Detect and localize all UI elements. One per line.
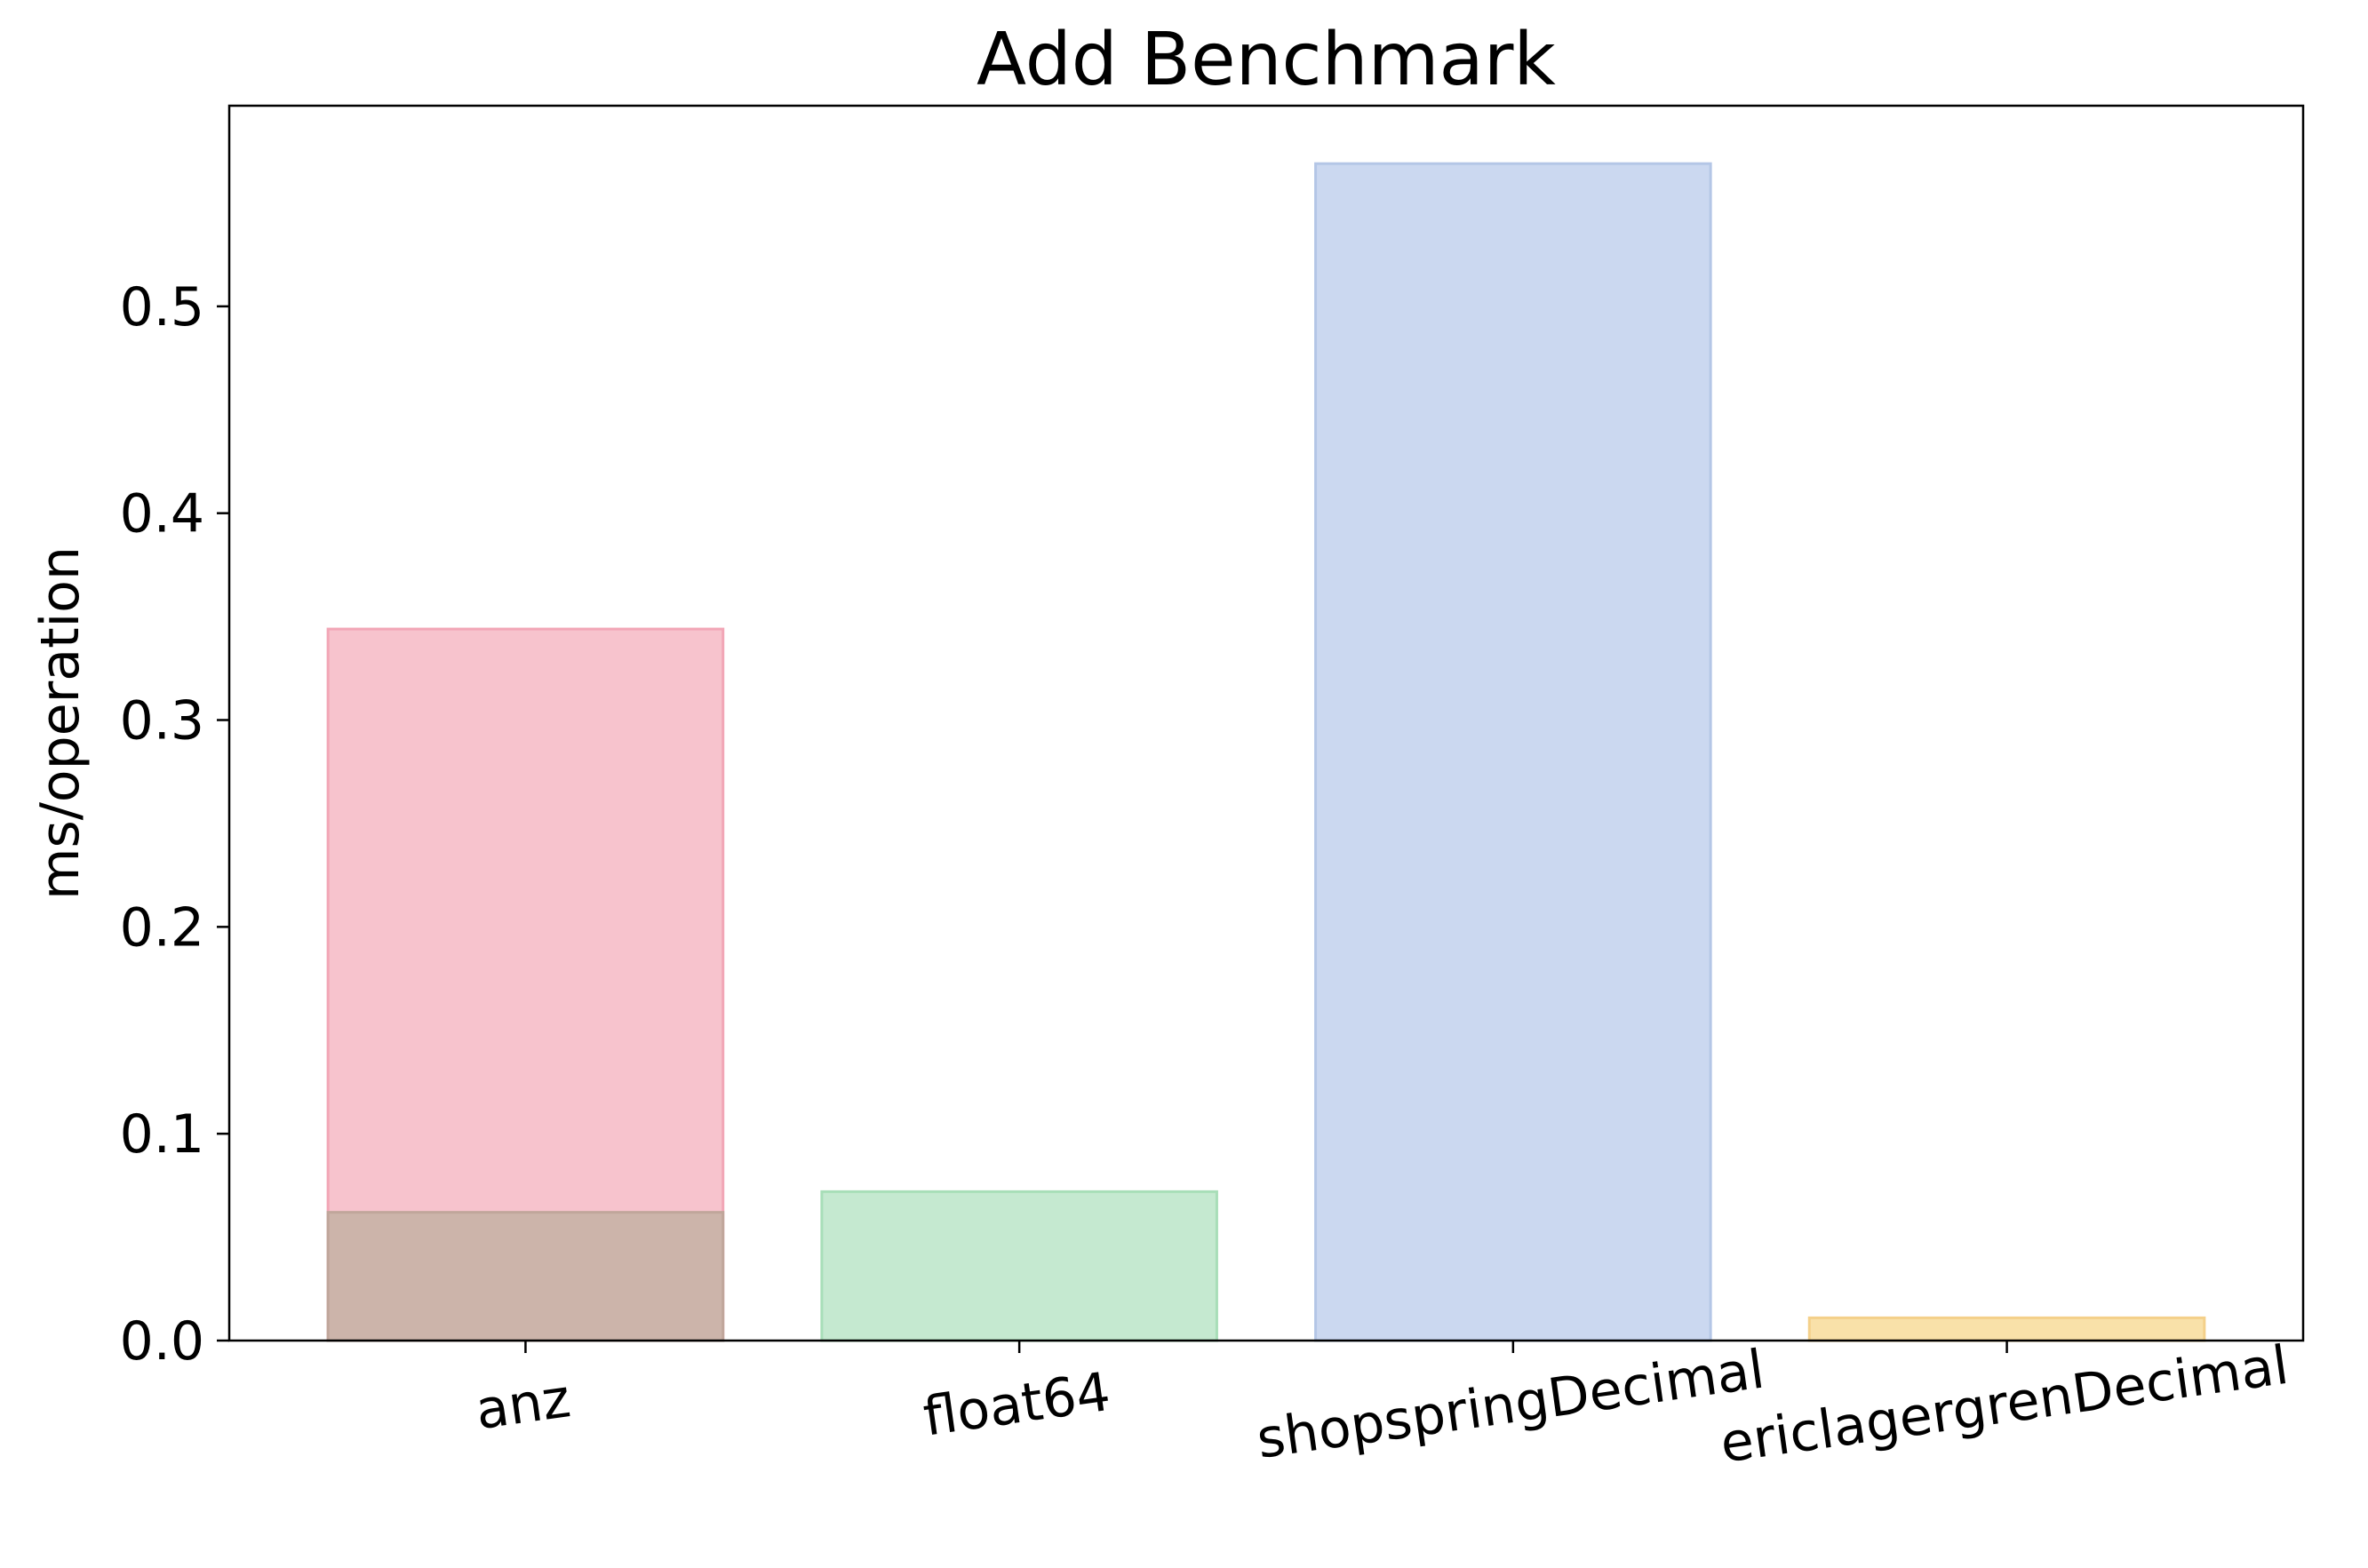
y-tick-label: 0.4 — [120, 483, 204, 545]
y-tick-label: 0.2 — [120, 896, 204, 959]
bar-anz-series-2 — [326, 1211, 725, 1342]
y-ticks: 0.0 0.1 0.2 0.3 0.4 0.5 — [120, 276, 229, 1373]
x-tick-label: float64 — [920, 1361, 1114, 1449]
x-tick-label: anz — [472, 1367, 574, 1442]
chart-title: Add Benchmark — [977, 18, 1556, 102]
bars-layer — [326, 162, 2206, 1342]
bar-shopspringDecimal — [1314, 162, 1712, 1342]
plot-frame — [227, 104, 2305, 1342]
bar-ericlagergrenDecimal — [1807, 1316, 2206, 1342]
bar-float64 — [820, 1190, 1218, 1342]
x-ticks: anz float64 shopspringDecimalericlagergren… — [472, 1334, 2292, 1476]
y-tick-label: 0.1 — [120, 1103, 204, 1166]
y-axis-label: ms/operation — [29, 546, 92, 900]
y-tick-label: 0.3 — [120, 690, 204, 752]
x-tick-label: ericlagergrenDecimal — [1717, 1334, 2292, 1476]
axes-layer — [227, 104, 2305, 1342]
y-tick-label: 0.0 — [120, 1310, 204, 1373]
y-tick-label: 0.5 — [120, 276, 204, 338]
x-tick-label: shopspringDecimal — [1253, 1338, 1768, 1470]
